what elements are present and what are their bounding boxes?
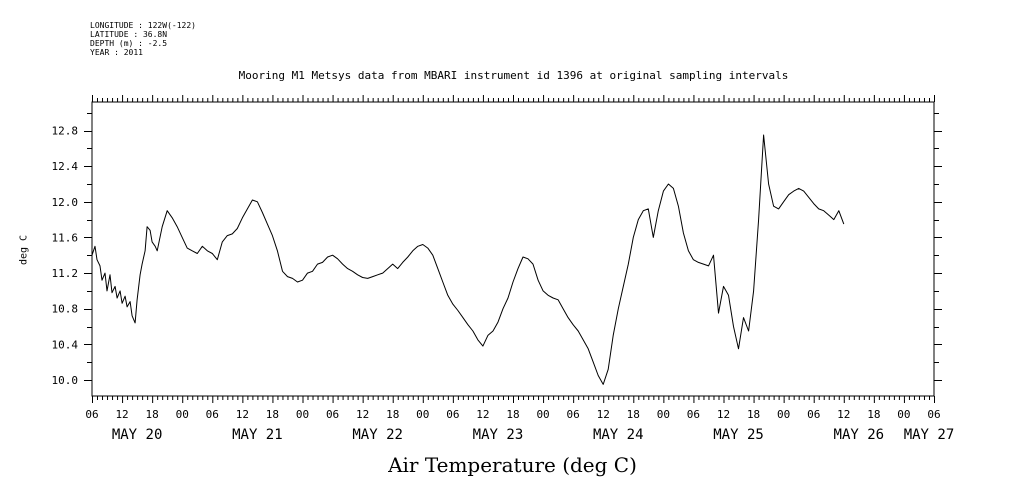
x-tick-label: 12 (356, 408, 369, 421)
x-date-label: MAY 20 (112, 427, 163, 443)
x-tick-label: 00 (777, 408, 790, 421)
y-tick-label: 12.0 (52, 196, 79, 209)
x-tick-label: 18 (867, 408, 880, 421)
metadata-block: LONGITUDE : 122W(-122) LATITUDE : 36.8N … (90, 21, 196, 57)
x-tick-label: 12 (837, 408, 850, 421)
series-line (91, 134, 845, 385)
y-tick-label: 10.4 (52, 338, 79, 351)
y-tick-label: 11.2 (52, 267, 79, 280)
x-tick-label: 12 (236, 408, 249, 421)
y-tick-label: 12.8 (52, 125, 79, 138)
x-date-label: MAY 21 (232, 427, 283, 443)
x-date-label: MAY 24 (593, 427, 644, 443)
x-tick-label: 18 (747, 408, 760, 421)
x-tick-label: 00 (416, 408, 429, 421)
x-tick-label: 12 (717, 408, 730, 421)
x-tick-label: 12 (597, 408, 610, 421)
x-tick-label: 06 (807, 408, 820, 421)
latitude-label: LATITUDE : 36.8N (90, 30, 168, 39)
x-tick-label: 06 (326, 408, 339, 421)
x-tick-label: 18 (386, 408, 399, 421)
x-axis-label: Air Temperature (deg C) (388, 453, 637, 477)
y-tick-label: 12.4 (52, 160, 79, 173)
plot-frame (91, 101, 935, 397)
x-tick-label: 06 (85, 408, 98, 421)
x-tick-label: 12 (115, 408, 128, 421)
x-tick-label: 06 (927, 408, 940, 421)
depth-label: DEPTH (m) : -2.5 (90, 39, 168, 48)
x-date-label: MAY 25 (713, 427, 764, 443)
x-tick-label: 00 (536, 408, 549, 421)
x-date-label: MAY 27 (904, 427, 955, 443)
x-date-label: MAY 22 (352, 427, 403, 443)
y-tick-label: 11.6 (52, 231, 79, 244)
x-tick-label: 00 (657, 408, 670, 421)
y-tick-label: 10.8 (52, 303, 79, 316)
x-tick-label: 06 (206, 408, 219, 421)
x-tick-label: 18 (627, 408, 640, 421)
x-date-label: MAY 26 (834, 427, 885, 443)
x-tick-label: 18 (506, 408, 519, 421)
y-tick-label: 10.0 (52, 374, 79, 387)
x-tick-label: 00 (296, 408, 309, 421)
year-label: YEAR : 2011 (90, 48, 143, 57)
x-date-label: MAY 23 (473, 427, 524, 443)
x-tick-label: 06 (446, 408, 459, 421)
longitude-label: LONGITUDE : 122W(-122) (90, 21, 196, 30)
x-tick-label: 06 (567, 408, 580, 421)
x-tick-label: 18 (146, 408, 159, 421)
x-tick-label: 18 (266, 408, 279, 421)
x-tick-label: 12 (476, 408, 489, 421)
x-tick-label: 00 (176, 408, 189, 421)
chart-title: Mooring M1 Metsys data from MBARI instru… (238, 69, 789, 82)
x-tick-label: 00 (897, 408, 910, 421)
x-tick-label: 06 (687, 408, 700, 421)
